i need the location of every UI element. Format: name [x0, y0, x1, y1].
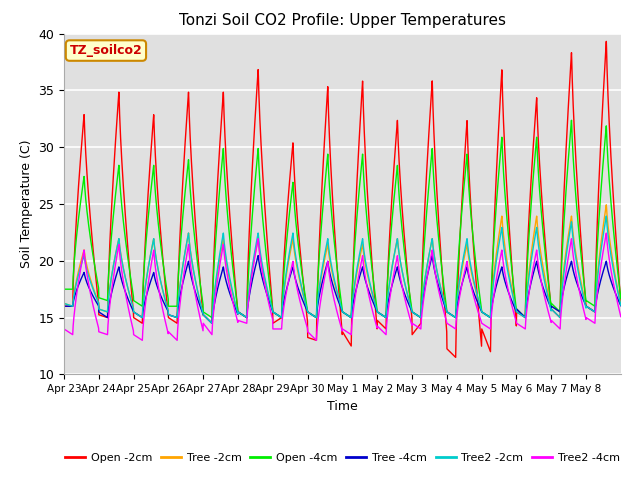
Tree2 -4cm	[542, 299, 550, 304]
Open -2cm	[452, 354, 460, 360]
Tree -4cm	[542, 292, 550, 298]
Legend: Open -2cm, Tree -2cm, Open -4cm, Tree -4cm, Tree2 -2cm, Tree2 -4cm: Open -2cm, Tree -2cm, Open -4cm, Tree -4…	[61, 448, 624, 467]
Tree -2cm	[236, 310, 244, 316]
Tree2 -2cm	[208, 321, 216, 326]
Line: Open -2cm: Open -2cm	[64, 41, 621, 357]
Open -2cm	[602, 38, 610, 44]
Tree2 -4cm	[376, 326, 384, 332]
Tree2 -2cm	[617, 302, 625, 308]
Tree -2cm	[609, 262, 617, 267]
Tree2 -2cm	[542, 284, 550, 289]
Tree2 -2cm	[116, 243, 124, 249]
Open -4cm	[60, 286, 68, 292]
Open -4cm	[609, 226, 617, 231]
Open -2cm	[236, 310, 244, 316]
Tree -2cm	[208, 321, 216, 326]
Open -2cm	[510, 295, 518, 301]
Tree -2cm	[376, 311, 384, 316]
Tree -2cm	[510, 298, 518, 303]
Tree -4cm	[376, 311, 384, 317]
Open -2cm	[116, 111, 124, 117]
Tree2 -2cm	[376, 311, 384, 316]
Line: Tree2 -4cm: Tree2 -4cm	[64, 233, 621, 340]
Open -4cm	[376, 311, 384, 316]
Tree -2cm	[617, 302, 625, 308]
Y-axis label: Soil Temperature (C): Soil Temperature (C)	[20, 140, 33, 268]
Open -2cm	[376, 320, 383, 326]
Text: TZ_soilco2: TZ_soilco2	[70, 44, 142, 57]
Open -4cm	[116, 176, 124, 181]
Tree -4cm	[254, 252, 262, 258]
Tree -4cm	[617, 303, 625, 309]
Tree -2cm	[116, 243, 124, 249]
Line: Tree -4cm: Tree -4cm	[64, 255, 621, 324]
Line: Tree2 -2cm: Tree2 -2cm	[64, 216, 621, 324]
X-axis label: Time: Time	[327, 400, 358, 413]
Tree -2cm	[60, 300, 68, 306]
Tree2 -2cm	[609, 266, 617, 272]
Tree -2cm	[542, 278, 550, 284]
Open -2cm	[617, 300, 625, 306]
Tree2 -4cm	[60, 326, 68, 332]
Open -4cm	[510, 288, 518, 294]
Line: Tree -2cm: Tree -2cm	[64, 205, 621, 324]
Tree2 -2cm	[510, 299, 518, 305]
Tree -4cm	[609, 285, 617, 290]
Tree2 -4cm	[138, 337, 146, 343]
Tree -4cm	[236, 310, 244, 316]
Open -4cm	[208, 315, 216, 321]
Open -4cm	[236, 310, 244, 316]
Open -2cm	[542, 245, 550, 251]
Tree2 -2cm	[60, 300, 68, 306]
Title: Tonzi Soil CO2 Profile: Upper Temperatures: Tonzi Soil CO2 Profile: Upper Temperatur…	[179, 13, 506, 28]
Tree -4cm	[511, 304, 518, 310]
Open -2cm	[609, 194, 617, 200]
Tree2 -4cm	[602, 230, 610, 236]
Tree -4cm	[116, 268, 124, 274]
Tree2 -4cm	[236, 318, 244, 324]
Tree2 -2cm	[602, 213, 610, 219]
Tree2 -4cm	[617, 314, 625, 320]
Open -2cm	[60, 303, 68, 309]
Open -4cm	[568, 118, 575, 123]
Open -4cm	[617, 296, 625, 301]
Tree -4cm	[60, 303, 68, 309]
Tree2 -2cm	[236, 310, 244, 316]
Tree -2cm	[602, 202, 610, 208]
Line: Open -4cm: Open -4cm	[64, 120, 621, 318]
Tree -4cm	[208, 321, 216, 326]
Tree2 -4cm	[116, 250, 124, 256]
Open -4cm	[542, 254, 550, 260]
Tree2 -4cm	[609, 280, 617, 286]
Tree2 -4cm	[510, 312, 518, 317]
